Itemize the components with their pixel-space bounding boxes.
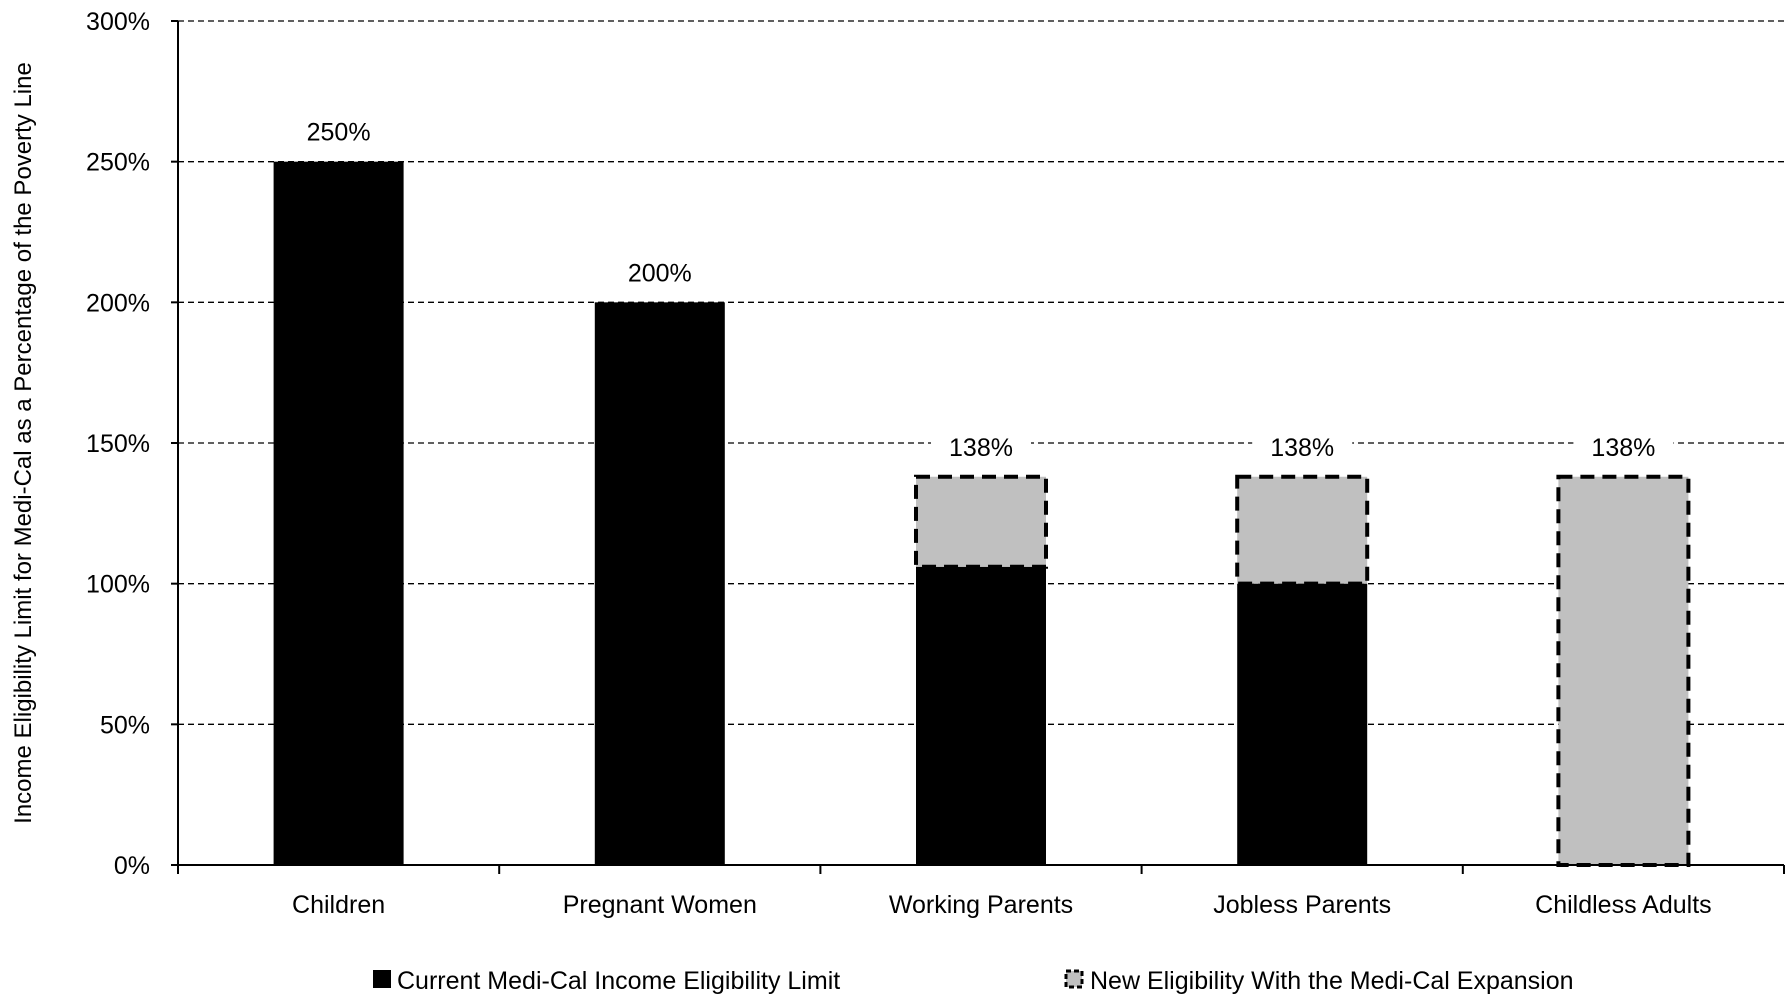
bar-new-eligibility (1235, 474, 1370, 586)
data-label-background (1252, 424, 1353, 461)
legend-label-current: Current Medi-Cal Income Eligibility Limi… (397, 967, 840, 995)
bar-new-eligibility (1556, 474, 1691, 867)
bar-current (273, 161, 404, 865)
legend: Current Medi-Cal Income Eligibility Limi… (373, 967, 1574, 995)
y-axis-label: Income Eligibility Limit for Medi-Cal as… (10, 62, 37, 824)
data-label-background (1573, 424, 1674, 461)
y-ticks: 0% 50% 100% 150% 200% 250% 300% (86, 8, 178, 880)
bars (273, 161, 1691, 867)
y-tick-label: 0% (114, 852, 150, 880)
bar-new-eligibility (914, 474, 1048, 569)
x-category-label: Working Parents (889, 891, 1073, 919)
data-label: 138% (949, 434, 1013, 462)
x-category-label: Jobless Parents (1213, 891, 1391, 919)
y-tick-label: 150% (86, 430, 150, 458)
bar-current (1237, 583, 1368, 865)
x-category-label: Children (292, 891, 385, 919)
x-category-label: Pregnant Women (563, 891, 757, 919)
y-tick-label: 50% (100, 711, 150, 739)
y-tick-label: 300% (86, 8, 150, 36)
bar-current (594, 302, 725, 865)
data-label: 138% (1270, 434, 1334, 462)
legend-swatch-new (1064, 969, 1084, 989)
data-label: 138% (1591, 434, 1655, 462)
legend-swatch-current (373, 970, 391, 988)
legend-label-new: New Eligibility With the Medi-Cal Expans… (1090, 967, 1574, 995)
y-tick-label: 250% (86, 149, 150, 177)
bar-current (916, 566, 1046, 865)
data-label-background (931, 424, 1031, 461)
data-labels: 250% 200% 138% 138% 138% (288, 109, 1674, 462)
data-label: 250% (307, 119, 371, 147)
y-tick-label: 100% (86, 571, 150, 599)
data-label-background (609, 250, 710, 287)
x-categories: Children Pregnant Women Working Parents Job… (177, 865, 1785, 919)
data-label-background (288, 109, 389, 146)
data-label: 200% (628, 259, 692, 287)
x-category-label: Childless Adults (1535, 891, 1711, 919)
y-tick-label: 200% (86, 289, 150, 317)
